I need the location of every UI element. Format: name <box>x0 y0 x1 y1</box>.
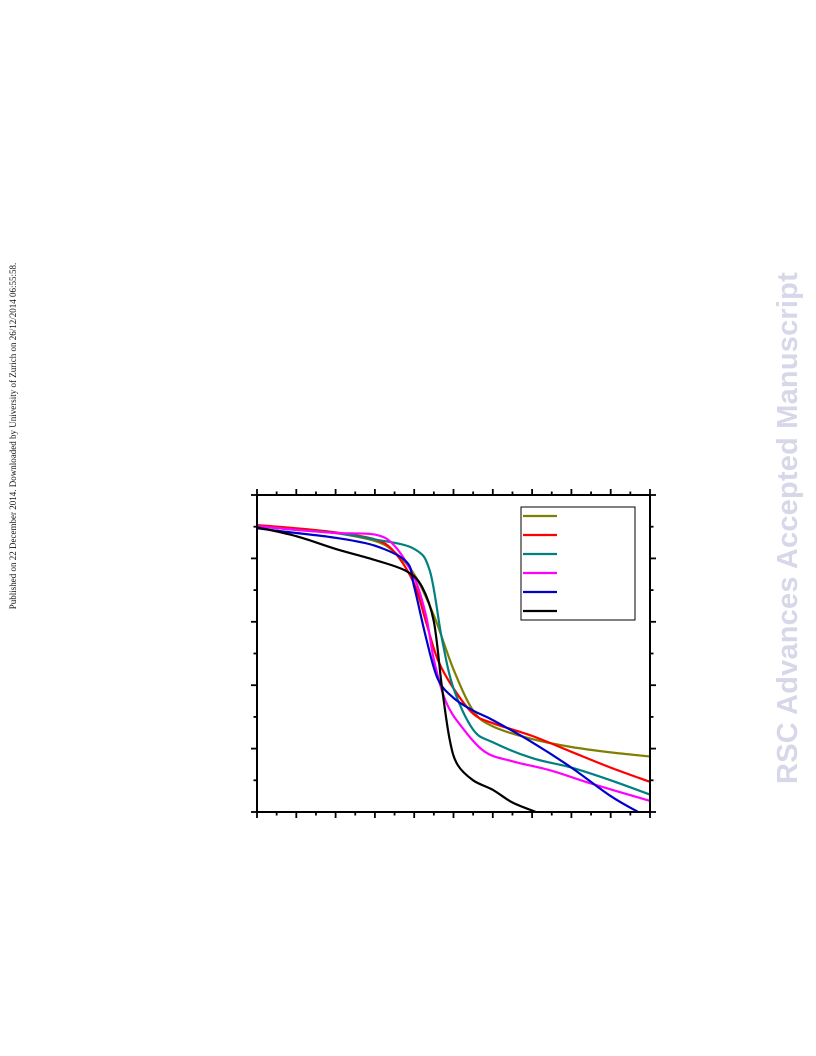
legend-box <box>520 506 636 621</box>
series-line-5 <box>257 527 640 812</box>
series-line-6 <box>257 526 538 812</box>
axis-ticks <box>251 489 656 818</box>
series-lines <box>257 524 650 812</box>
series-line-4 <box>257 525 650 802</box>
legend <box>520 506 636 621</box>
